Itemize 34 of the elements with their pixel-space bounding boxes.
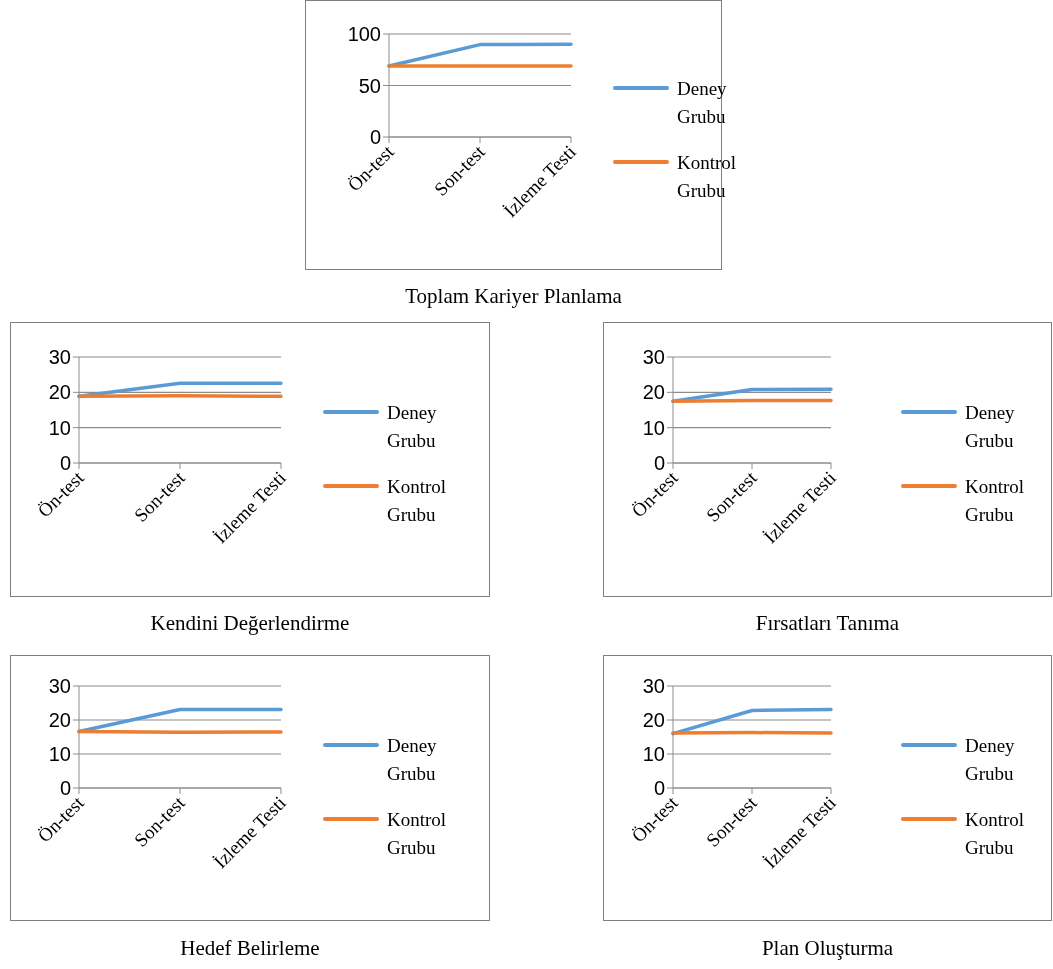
y-tick-label: 30 (642, 346, 665, 369)
legend-label: Kontrol Grubu (677, 151, 738, 203)
y-tick-label: 0 (59, 777, 71, 800)
text: Hedef Belirleme (179, 936, 321, 961)
y-tick-label: 30 (48, 346, 71, 369)
y-tick-label: 50 (358, 74, 381, 97)
y-tick-label: 20 (642, 709, 665, 732)
legend-label: Kontrol Grubu (965, 475, 1026, 527)
text: Toplam Kariyer Planlama (404, 284, 623, 309)
y-tick-label: 0 (653, 777, 665, 800)
legend-label: Deney Grubu (965, 401, 1016, 453)
y-tick-label: 100 (347, 23, 381, 46)
y-tick-label: 30 (48, 675, 71, 698)
y-tick-label: 0 (369, 126, 381, 149)
text: Fırsatları Tanıma (754, 611, 901, 636)
y-tick-label: 0 (653, 452, 665, 475)
text: Kendini Değerlendirme (149, 611, 351, 636)
y-tick-label: 10 (48, 743, 71, 766)
legend-label: Deney Grubu (965, 734, 1016, 786)
y-tick-label: 20 (642, 381, 665, 404)
legend-label: Deney Grubu (387, 734, 438, 786)
legend-label: Kontrol Grubu (387, 808, 448, 860)
legend-label: Deney Grubu (387, 401, 438, 453)
text: Plan Oluşturma (760, 936, 895, 961)
y-tick-label: 30 (642, 675, 665, 698)
y-tick-label: 10 (642, 416, 665, 439)
legend-label: Kontrol Grubu (387, 475, 448, 527)
legend-label: Kontrol Grubu (965, 808, 1026, 860)
y-tick-label: 20 (48, 709, 71, 732)
legend-label: Deney Grubu (677, 77, 728, 129)
y-tick-label: 20 (48, 381, 71, 404)
y-tick-label: 10 (48, 416, 71, 439)
y-tick-label: 0 (59, 452, 71, 475)
y-tick-label: 10 (642, 743, 665, 766)
